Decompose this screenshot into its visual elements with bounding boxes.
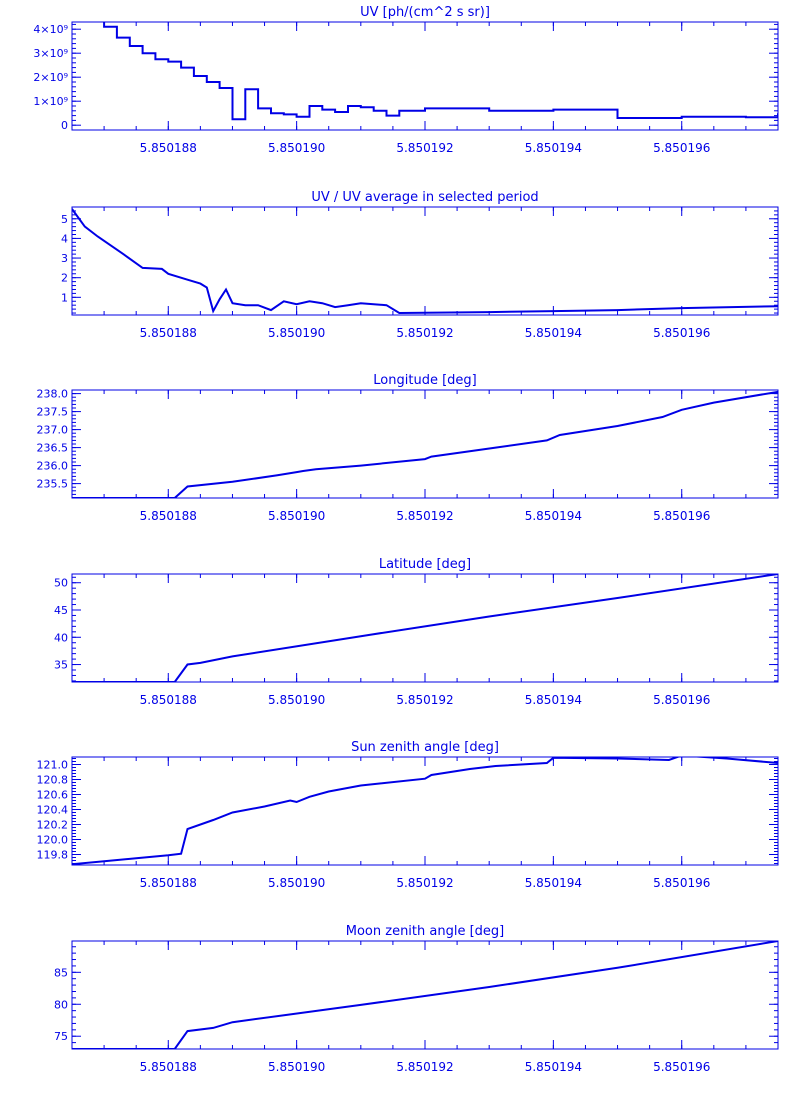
panel-title: UV [ph/(cm^2 s sr)]: [360, 5, 490, 20]
data-series-line: [72, 757, 778, 865]
y-tick-label: 236.5: [37, 442, 69, 455]
x-tick-label: 5.850196: [653, 876, 710, 890]
y-tick-label: 45: [54, 604, 68, 617]
y-tick-label: 75: [54, 1030, 68, 1043]
x-tick-label: 5.850194: [525, 509, 582, 523]
y-tick-label: 35: [54, 659, 68, 672]
y-tick-label: 120.0: [37, 834, 69, 847]
x-tick-label: 5.850192: [396, 509, 453, 523]
y-tick-label: 80: [54, 998, 68, 1011]
x-tick-label: 5.850194: [525, 141, 582, 155]
y-tick-label: 50: [54, 577, 68, 590]
x-tick-label: 5.850192: [396, 693, 453, 707]
y-tick-label: 121.0: [37, 759, 69, 772]
panel-title: Latitude [deg]: [379, 557, 471, 572]
x-tick-label: 5.850194: [525, 326, 582, 340]
x-tick-label: 5.850194: [525, 876, 582, 890]
panel-6: Moon zenith angle [deg] 5.850188 5.850190 5…: [54, 924, 779, 1074]
x-tick-label: 5.850196: [653, 693, 710, 707]
x-tick-label: 5.850190: [268, 876, 325, 890]
y-tick-label: 3: [61, 252, 68, 265]
x-tick-label: 5.850188: [140, 141, 197, 155]
plot-frame: [71, 206, 779, 316]
x-tick-label: 5.850190: [268, 141, 325, 155]
x-tick-label: 5.850188: [140, 1060, 197, 1074]
y-tick-label: 238.0: [37, 388, 69, 401]
x-tick-label: 5.850194: [525, 693, 582, 707]
x-tick-label: 5.850196: [653, 1060, 710, 1074]
y-tick-label: 1×10⁹: [33, 95, 68, 108]
x-tick-label: 5.850190: [268, 1060, 325, 1074]
panel-3: Longitude [deg] 5.850188 5.850190 5.850192 5…: [37, 373, 779, 523]
data-series-line: [72, 390, 778, 498]
x-tick-label: 5.850188: [140, 693, 197, 707]
x-tick-label: 5.850192: [396, 326, 453, 340]
y-tick-label: 85: [54, 966, 68, 979]
y-tick-label: 4: [61, 232, 68, 245]
x-tick-label: 5.850192: [396, 141, 453, 155]
y-tick-label: 120.2: [37, 819, 69, 832]
x-tick-label: 5.850192: [396, 1060, 453, 1074]
panel-title: Longitude [deg]: [373, 373, 476, 388]
y-tick-label: 2: [61, 272, 68, 285]
y-tick-label: 237.5: [37, 406, 69, 419]
panel-title: Sun zenith angle [deg]: [351, 740, 499, 755]
y-tick-label: 120.6: [37, 789, 69, 802]
y-tick-label: 237.0: [37, 424, 69, 437]
data-series-line: [72, 208, 778, 315]
panel-title: UV / UV average in selected period: [311, 190, 538, 205]
data-series-line: [72, 941, 778, 1049]
panel-1: UV [ph/(cm^2 s sr)] 5.850188 5.850190 5.850…: [33, 5, 779, 155]
panel-title: Moon zenith angle [deg]: [346, 924, 504, 939]
y-tick-label: 1: [61, 291, 68, 304]
x-tick-label: 5.850190: [268, 693, 325, 707]
panel-2: UV / UV average in selected period 5.8501…: [61, 190, 779, 340]
plot-frame: [71, 21, 779, 131]
y-tick-label: 5: [61, 213, 68, 226]
y-tick-label: 120.4: [37, 804, 69, 817]
y-tick-label: 4×10⁹: [33, 23, 68, 36]
x-tick-label: 5.850194: [525, 1060, 582, 1074]
x-tick-label: 5.850188: [140, 326, 197, 340]
x-tick-label: 5.850196: [653, 326, 710, 340]
x-tick-label: 5.850190: [268, 509, 325, 523]
y-tick-label: 236.0: [37, 460, 69, 473]
y-tick-label: 2×10⁹: [33, 71, 68, 84]
x-tick-label: 5.850190: [268, 326, 325, 340]
x-tick-label: 5.850192: [396, 876, 453, 890]
x-tick-label: 5.850196: [653, 141, 710, 155]
panel-5: Sun zenith angle [deg] 5.850188 5.850190 5.…: [37, 740, 779, 890]
x-tick-label: 5.850188: [140, 876, 197, 890]
y-tick-label: 119.8: [37, 849, 69, 862]
y-tick-label: 235.5: [37, 478, 69, 491]
data-series-line: [72, 574, 778, 682]
plot-frame: [71, 756, 779, 866]
y-tick-label: 3×10⁹: [33, 47, 68, 60]
x-tick-label: 5.850188: [140, 509, 197, 523]
plot-frame: [71, 389, 779, 499]
y-tick-label: 120.8: [37, 774, 69, 787]
data-series-line: [103, 22, 778, 121]
x-tick-label: 5.850196: [653, 509, 710, 523]
y-tick-label: 0: [61, 119, 68, 132]
panel-4: Latitude [deg] 5.850188 5.850190 5.850192 5.…: [54, 557, 779, 707]
y-tick-label: 40: [54, 631, 68, 644]
